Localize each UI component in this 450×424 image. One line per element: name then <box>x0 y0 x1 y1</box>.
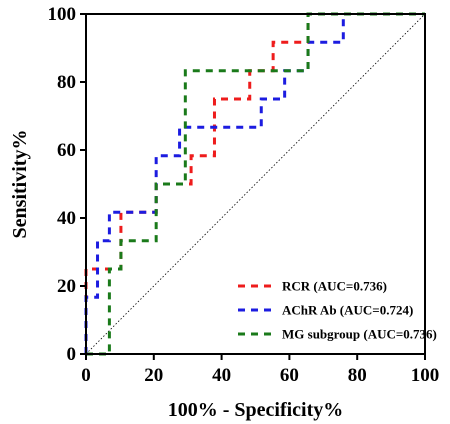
y-tick-label: 80 <box>57 72 76 93</box>
y-tick-label: 60 <box>57 140 76 161</box>
y-tick-label: 40 <box>57 208 76 229</box>
legend-label-3: MG subgroup (AUC=0.736) <box>282 327 437 342</box>
y-tick-label: 20 <box>57 276 76 297</box>
y-tick-label: 100 <box>48 4 77 25</box>
x-tick-label: 20 <box>144 365 163 386</box>
y-axis-title: Sensitivity% <box>9 130 31 239</box>
x-tick-label: 80 <box>348 365 367 386</box>
plot-area: 0 20 40 60 80 100 0 20 40 60 80 100 <box>48 4 440 386</box>
plot-frame <box>85 13 426 355</box>
x-tick-label: 100 <box>411 365 440 386</box>
reference-diagonal-line <box>85 13 426 355</box>
legend: RCR (AUC=0.736) AChR Ab (AUC=0.724) MG sub… <box>238 279 437 342</box>
legend-label-1: RCR (AUC=0.736) <box>282 279 387 294</box>
x-axis-title: 100% - Specificity% <box>168 399 344 421</box>
x-tick-label: 60 <box>280 365 299 386</box>
series-line-3 <box>86 12 425 356</box>
series-line-1 <box>84 12 425 354</box>
legend-label-2: AChR Ab (AUC=0.724) <box>282 303 413 318</box>
x-tick-label: 40 <box>212 365 231 386</box>
y-tick-label: 0 <box>67 344 77 365</box>
x-tick-label: 0 <box>81 365 91 386</box>
